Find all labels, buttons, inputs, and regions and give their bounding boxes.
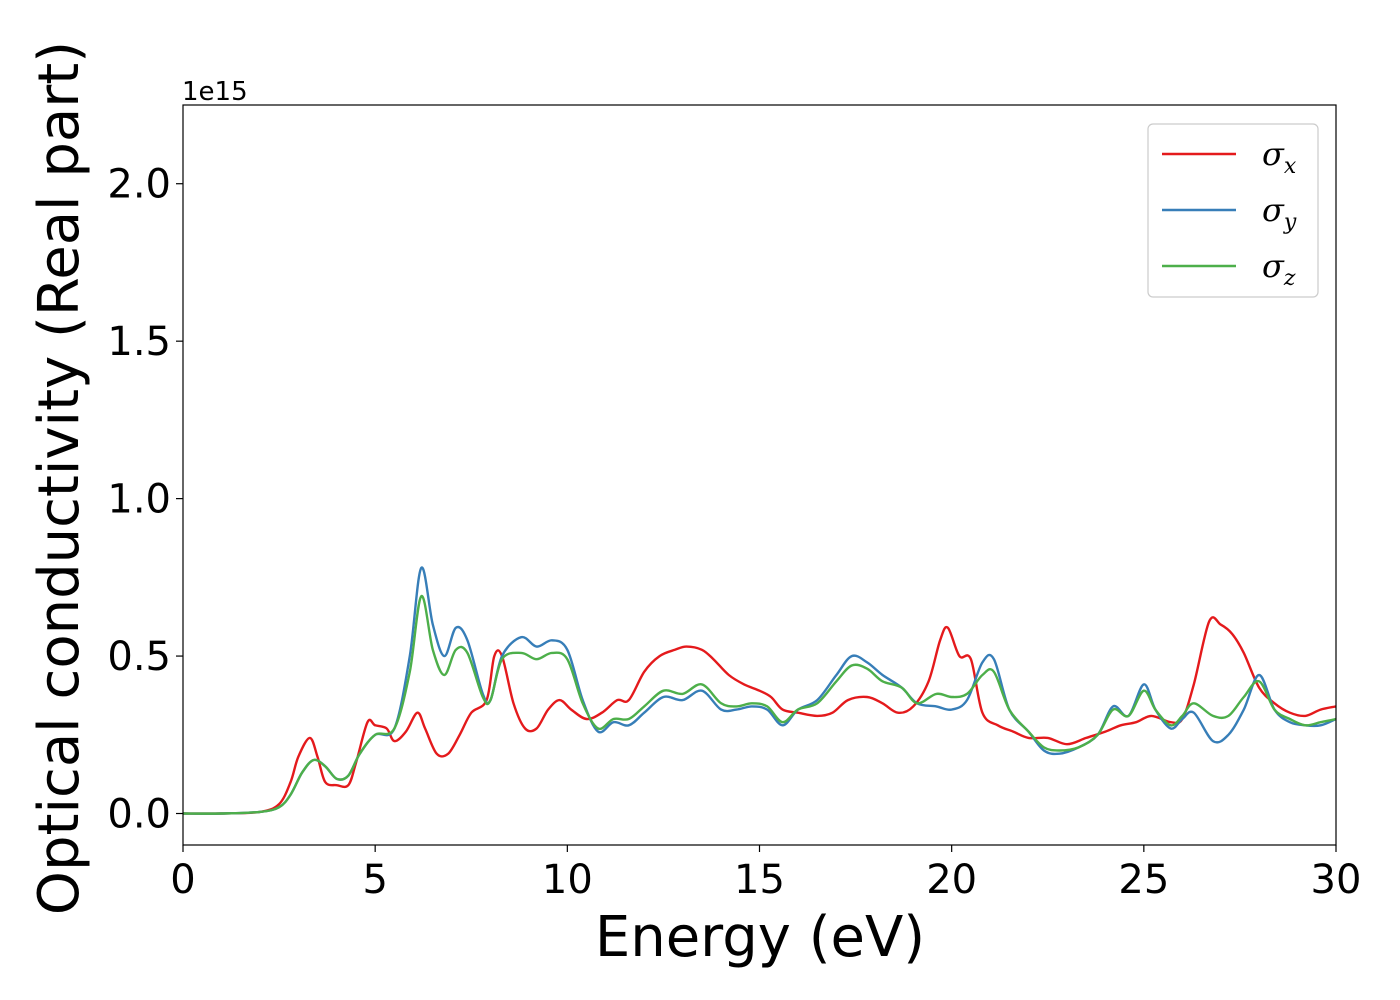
series-line-x xyxy=(183,616,1336,815)
y-axis-label: Optical conductivity (Real part) xyxy=(27,41,92,915)
y-tick-label: 1.0 xyxy=(107,477,171,523)
x-axis-label: Energy (eV) xyxy=(595,905,925,970)
y-tick-label: 2.0 xyxy=(107,162,171,208)
legend-label-z: σz xyxy=(1262,247,1296,291)
x-tick-label: 30 xyxy=(1311,857,1362,903)
y-tick-label: 0.0 xyxy=(107,792,171,838)
x-tick-label: 10 xyxy=(542,857,593,903)
axes: 0 5 10 15 20 25 30 0.0 0.5 1.0 1.5 2.0 xyxy=(107,104,1362,903)
x-tick-label: 5 xyxy=(362,857,387,903)
x-tick-label: 0 xyxy=(170,857,195,903)
y-tick-label: 0.5 xyxy=(107,634,171,680)
x-tick-label: 20 xyxy=(926,857,977,903)
series-line-z xyxy=(183,594,1336,815)
legend-label-y: σy xyxy=(1262,191,1297,235)
y-offset-label: 1e15 xyxy=(182,77,248,107)
x-tick-label: 15 xyxy=(734,857,785,903)
plot-area xyxy=(183,566,1336,815)
x-tick-label: 25 xyxy=(1118,857,1169,903)
series-lines xyxy=(183,566,1336,815)
y-tick-label: 1.5 xyxy=(107,319,171,365)
